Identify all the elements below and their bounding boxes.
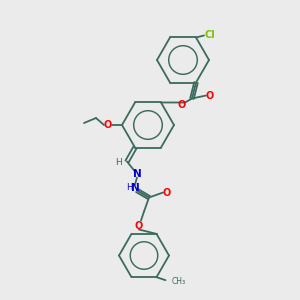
Text: N: N: [130, 182, 140, 193]
Text: H: H: [116, 158, 122, 167]
Text: O: O: [135, 220, 143, 230]
Text: O: O: [178, 100, 186, 110]
Text: H: H: [126, 183, 132, 192]
Text: Cl: Cl: [205, 31, 215, 40]
Text: O: O: [104, 120, 112, 130]
Text: N: N: [133, 169, 141, 178]
Text: CH₃: CH₃: [172, 277, 186, 286]
Text: O: O: [163, 188, 171, 197]
Text: O: O: [206, 91, 214, 100]
